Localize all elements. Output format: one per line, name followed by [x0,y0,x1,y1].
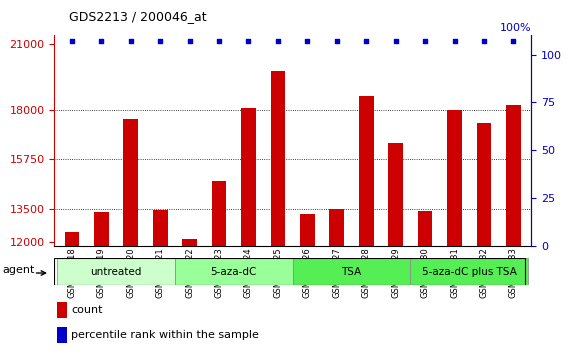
Bar [292,258,411,285]
Text: 100%: 100% [500,23,531,33]
Text: GDS2213 / 200046_at: GDS2213 / 200046_at [69,10,206,23]
Text: percentile rank within the sample: percentile rank within the sample [71,330,259,340]
Bar [94,212,108,354]
Point [361,38,371,44]
Bar [57,258,175,285]
Bar [388,143,403,354]
Point [244,38,253,44]
Bar [175,258,292,285]
Point [420,38,429,44]
Text: 5-aza-dC: 5-aza-dC [211,267,257,277]
Bar [447,110,462,354]
Bar [212,181,227,354]
Bar [300,214,315,354]
Bar [359,96,373,354]
Text: 5-aza-dC plus TSA: 5-aza-dC plus TSA [422,267,517,277]
Point [391,38,400,44]
Bar [329,209,344,354]
Bar [182,239,197,354]
Text: TSA: TSA [341,267,361,277]
Point [185,38,194,44]
Text: agent: agent [3,266,35,275]
Point [509,38,518,44]
Point [96,38,106,44]
Bar [506,104,521,354]
Bar [57,302,67,318]
Bar [57,327,67,343]
Bar [123,119,138,354]
Point [303,38,312,44]
Point [126,38,135,44]
Point [274,38,283,44]
Bar [65,232,79,354]
Bar [411,258,528,285]
Text: count: count [71,305,102,315]
Bar [271,70,286,354]
Bar [241,108,256,354]
Point [480,38,489,44]
Bar [477,123,491,354]
Bar [153,210,167,354]
Point [67,38,77,44]
Point [332,38,341,44]
Text: untreated: untreated [90,267,142,277]
Point [215,38,224,44]
Point [156,38,165,44]
Bar [418,211,432,354]
Point [450,38,459,44]
